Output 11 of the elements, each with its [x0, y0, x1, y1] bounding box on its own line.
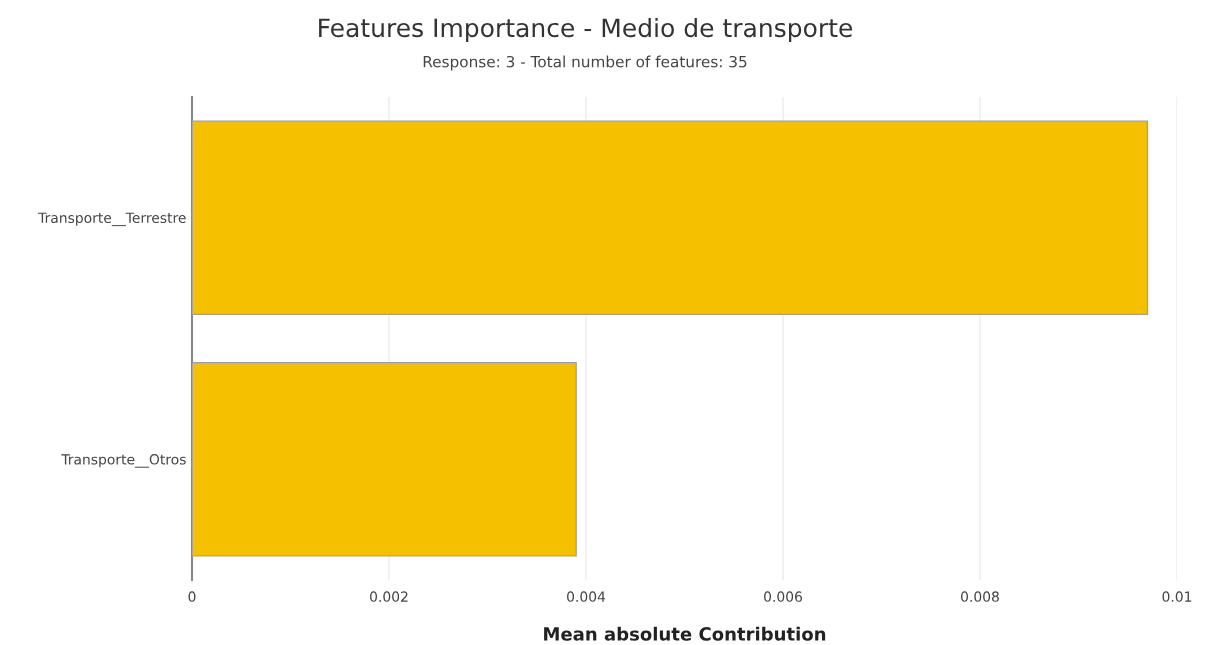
x-axis-title: Mean absolute Contribution [544, 626, 826, 641]
chart-title: Features Importance - Medio de transporte [319, 17, 853, 43]
chart-subtitle: Response: 3 - Total number of features: 35 [423, 55, 747, 71]
x-tick-label: 0.01 [1162, 591, 1192, 602]
x-tick-label: 0.006 [764, 591, 803, 602]
x-tick-label: 0.008 [961, 591, 999, 602]
x-tick-label: 0 [188, 591, 196, 602]
x-tick-label: 0.002 [370, 591, 408, 602]
y-tick-label: Transporte__Otros [61, 454, 186, 468]
x-tick-label: 0.004 [567, 591, 606, 602]
y-tick-label: Transporte__Terrestre [38, 212, 186, 227]
